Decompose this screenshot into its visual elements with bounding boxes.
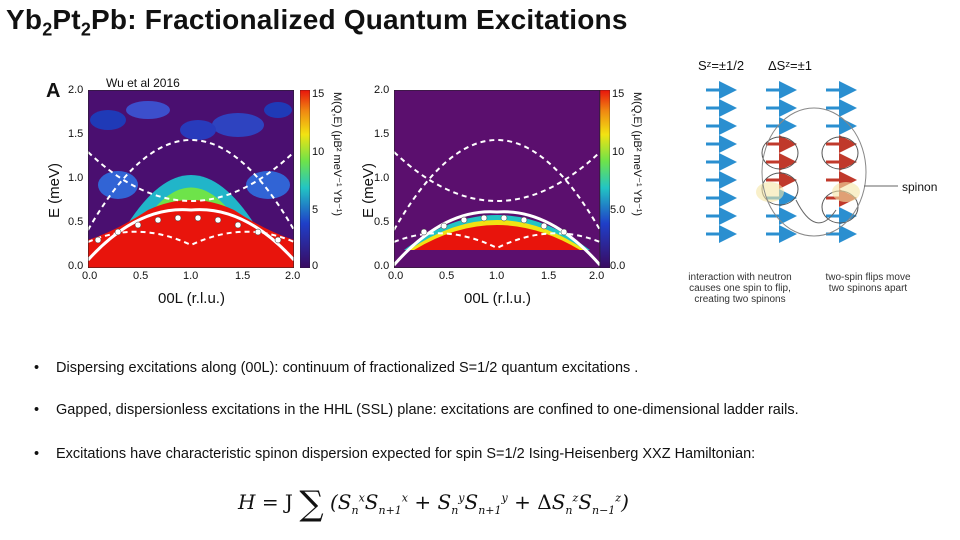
spin-ladder-diagram xyxy=(706,81,898,243)
x-tick-right: 2.0 xyxy=(589,270,605,282)
colorbar-right xyxy=(600,90,610,268)
heatmap-right xyxy=(394,90,600,268)
x-tick-right: 0.5 xyxy=(439,270,455,282)
y-tick-right: 0.0 xyxy=(374,260,390,272)
cbar-tick-left: 15 xyxy=(312,88,325,100)
caption-right: two-spin flips move two spinons apart xyxy=(825,272,911,294)
y-tick-left: 1.0 xyxy=(68,172,84,184)
y-tick-left: 0.5 xyxy=(68,216,84,228)
y-tick-right: 2.0 xyxy=(374,84,390,96)
x-axis-label-right: 00L (r.l.u.) xyxy=(464,290,531,307)
x-axis-label-left: 00L (r.l.u.) xyxy=(158,290,225,307)
cbar-tick-right: 10 xyxy=(612,146,625,158)
x-tick-left: 0.5 xyxy=(133,270,149,282)
panel-letter: A xyxy=(46,80,61,102)
bullet-item: • Dispersing excitations along (00L): con… xyxy=(34,360,639,376)
y-tick-left: 1.5 xyxy=(68,128,84,140)
caption-left: interaction with neutron causes one spin… xyxy=(688,272,792,305)
colorbar-left xyxy=(300,90,310,268)
y-tick-left: 0.0 xyxy=(68,260,84,272)
cbar-tick-right: 15 xyxy=(612,88,625,100)
x-tick-left: 1.0 xyxy=(183,270,199,282)
x-tick-left: 2.0 xyxy=(285,270,301,282)
y-tick-right: 1.0 xyxy=(374,172,390,184)
slide-title: Yb2Pt2Pb: Fractionalized Quantum Excitat… xyxy=(6,4,628,40)
bullet-item: • Gapped, dispersionless excitations in t… xyxy=(34,402,799,418)
cbar-tick-left: 5 xyxy=(312,204,319,216)
citation: Wu et al 2016 xyxy=(106,76,180,90)
spin-header-right: ΔSᶻ=±1 xyxy=(768,58,812,73)
y-tick-right: 0.5 xyxy=(374,216,390,228)
y-axis-label-left: E (meV) xyxy=(46,162,63,218)
x-tick-left: 1.5 xyxy=(235,270,251,282)
hamiltonian-formula: H = J ∑ (SnxSn+1x + SnySn+1y + ΔSnzSn−1z… xyxy=(238,484,629,524)
x-tick-left: 0.0 xyxy=(82,270,98,282)
cbar-tick-left: 0 xyxy=(312,260,319,272)
cbar-tick-right: 0.0 xyxy=(610,260,626,272)
cbar-tick-right: 5.0 xyxy=(610,204,626,216)
spin-header-left: Sᶻ=±1/2 xyxy=(698,58,745,73)
x-tick-right: 0.0 xyxy=(388,270,404,282)
bullet-item: • Excitations have characteristic spinon … xyxy=(34,446,756,462)
x-tick-right: 1.5 xyxy=(541,270,557,282)
spinon-label: spinon xyxy=(902,180,938,194)
cbar-label-left: M(Q,E) (μB² meV⁻¹ Yb⁻¹) xyxy=(331,92,343,217)
y-tick-left: 2.0 xyxy=(68,84,84,96)
heatmap-left xyxy=(88,90,294,268)
y-tick-right: 1.5 xyxy=(374,128,390,140)
x-tick-right: 1.0 xyxy=(489,270,505,282)
cbar-tick-left: 10 xyxy=(312,146,325,158)
cbar-label-right: M(Q,E) (μB² meV⁻¹ Yb⁻¹) xyxy=(631,92,643,217)
